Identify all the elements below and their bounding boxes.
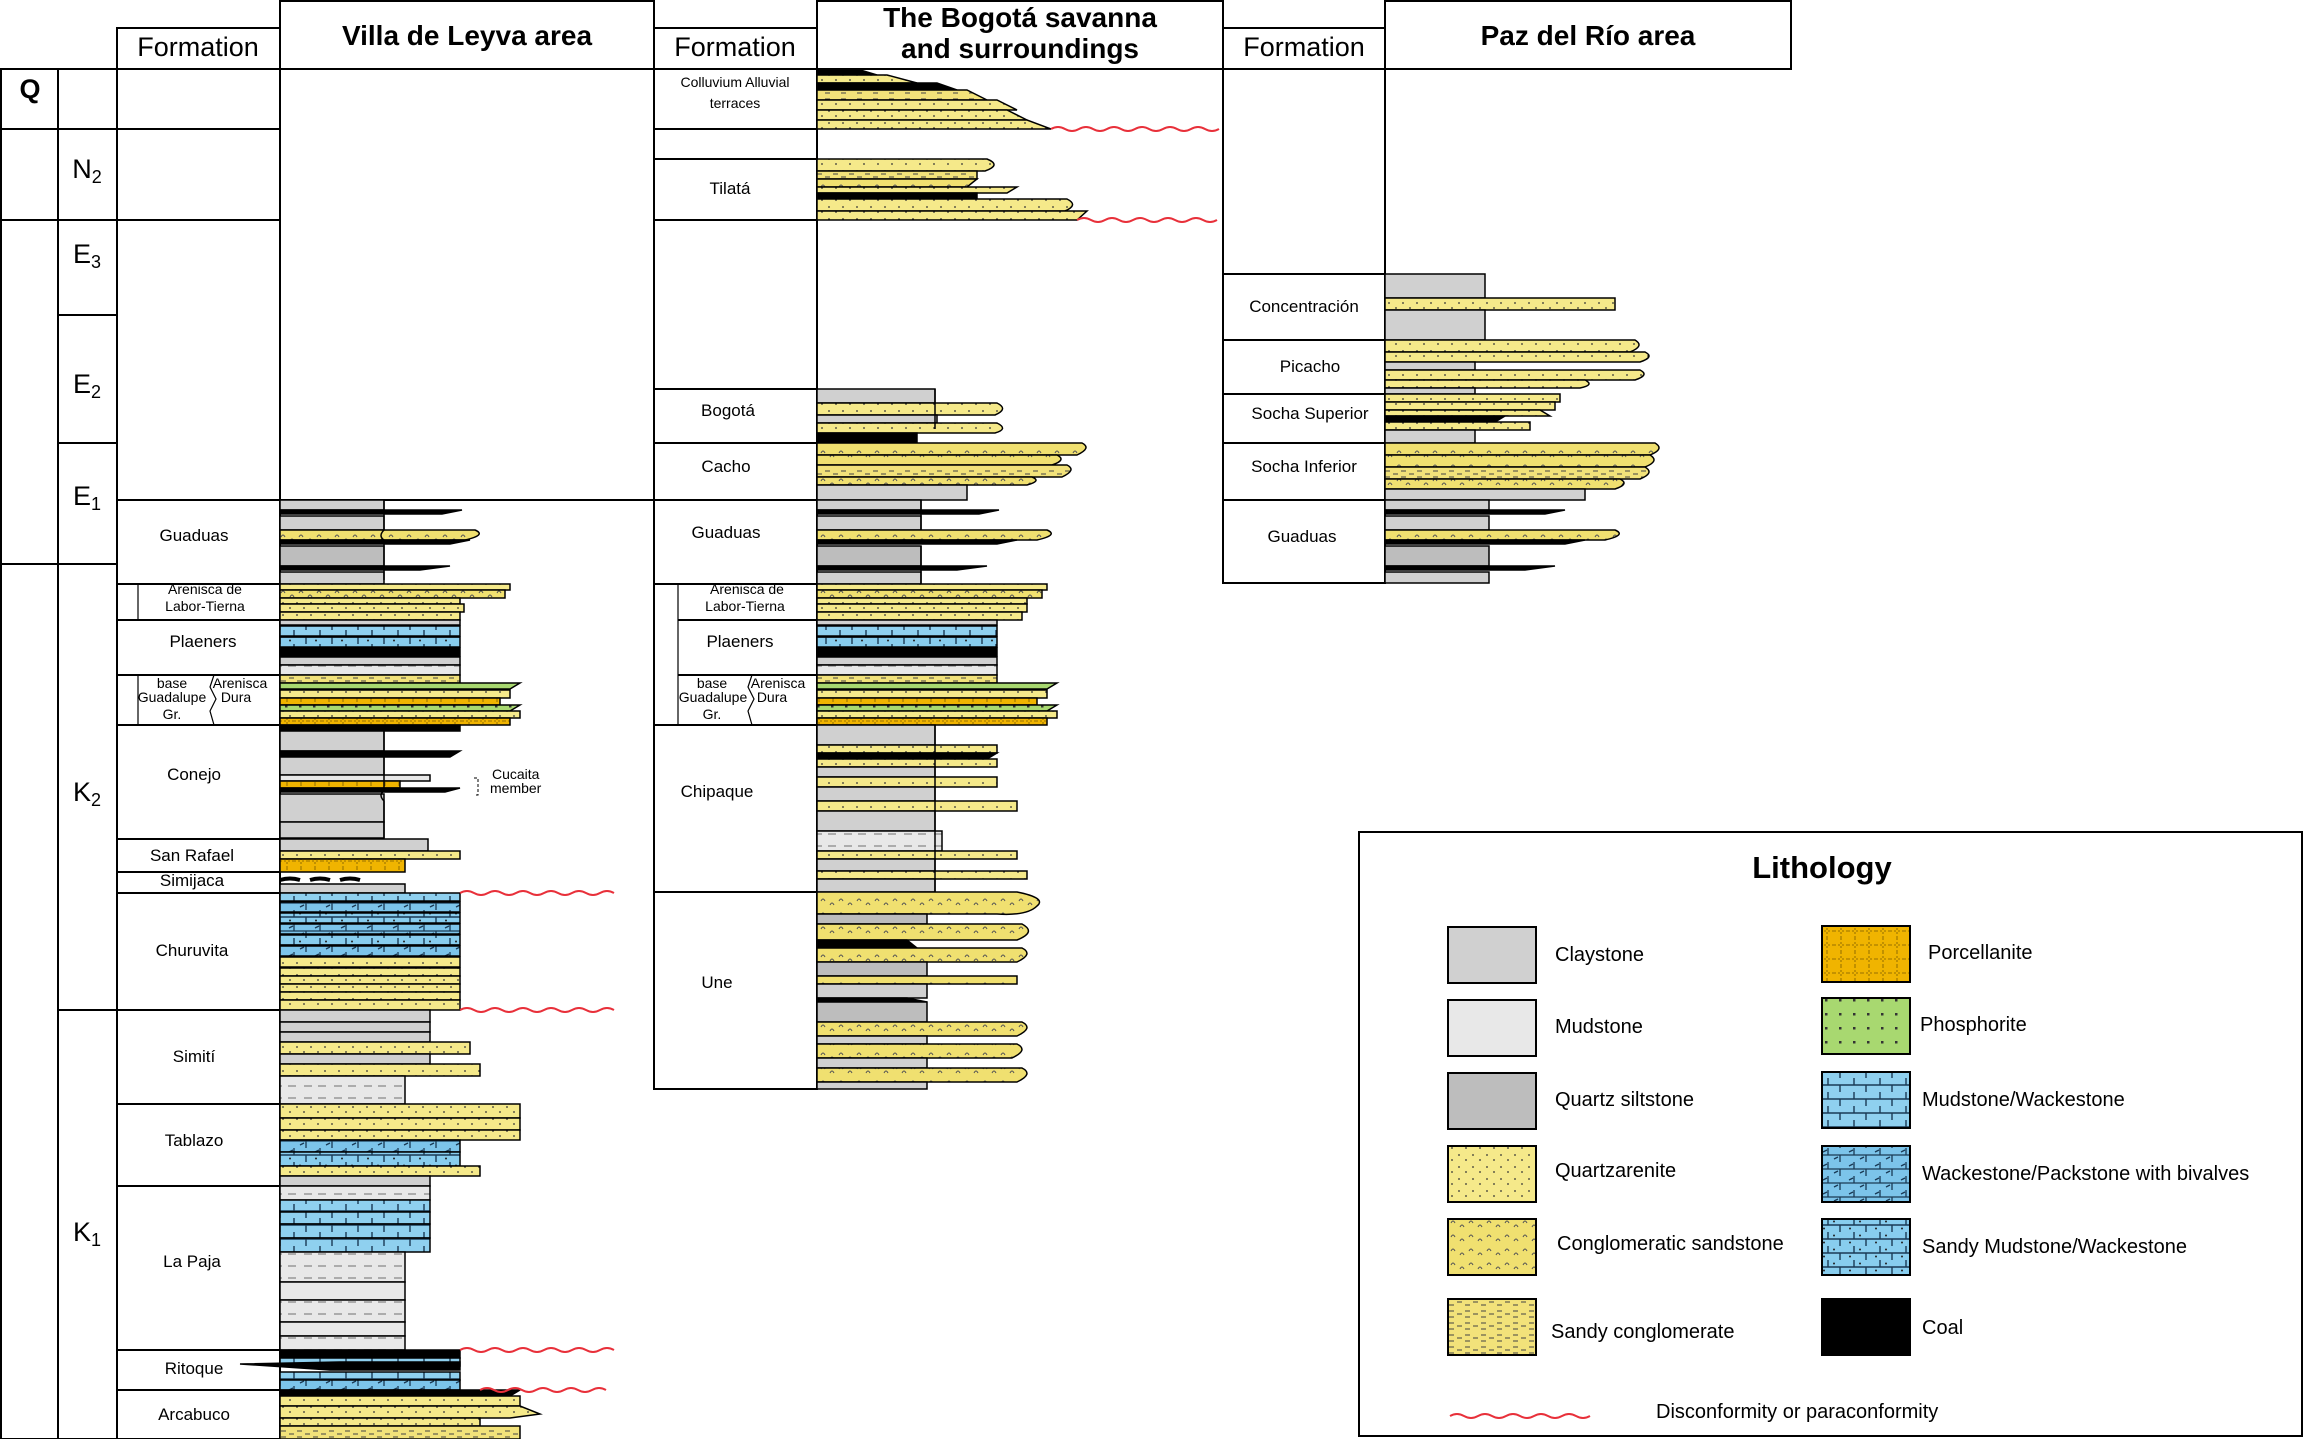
legend-label-claystone: Claystone	[1555, 944, 1644, 966]
legend-swatch-conglomeratic-sandstone	[1447, 1218, 1537, 1276]
villa-la-paja: La Paja	[163, 1252, 221, 1271]
villa-arcabuco: Arcabuco	[158, 1405, 230, 1424]
villa-arenisca-labor-2: Labor-Tierna	[165, 598, 245, 614]
bogota-disconformities	[1050, 126, 1220, 223]
bogota-arenisca-labor-1: Arenisca de	[710, 581, 784, 597]
bogota-guaduas: Guaduas	[692, 523, 761, 542]
legend-swatch-sandy-conglomerate	[1447, 1298, 1537, 1356]
villa-base-3: Gr.	[163, 706, 182, 722]
bogota-bogota: Bogotá	[701, 401, 755, 420]
villa-disconformities	[459, 890, 615, 1393]
bogota-arenisca-labor-2: Labor-Tierna	[705, 598, 785, 614]
age-k1: K1	[73, 1217, 101, 1250]
legend-swatch-quartz-siltstone	[1447, 1072, 1537, 1130]
legend-label-disconformity: Disconformity or paraconformity	[1656, 1401, 1938, 1423]
bogota-une: Une	[701, 973, 732, 992]
legend-label-porcellanite: Porcellanite	[1928, 942, 2033, 964]
villa-cucaita-2: member	[490, 780, 542, 796]
bogota-dura-2: Dura	[757, 689, 788, 705]
villa-simijaca: Simijaca	[160, 871, 225, 890]
paz-guaduas: Guaduas	[1268, 527, 1337, 546]
bogota-tilata: Tilatá	[710, 179, 751, 198]
villa-churuvita: Churuvita	[156, 941, 229, 960]
villa-conejo: Conejo	[167, 765, 221, 784]
legend-swatch-coal	[1821, 1298, 1911, 1356]
age-k2: K2	[73, 777, 101, 810]
paz-formation-header: Formation	[1243, 32, 1365, 62]
villa-base-1: base	[157, 675, 188, 691]
villa-formation-header: Formation	[137, 32, 259, 62]
bogota-colluvium-2: terraces	[710, 95, 761, 111]
bogota-base-1: base	[697, 675, 728, 691]
bogota-lithologic-column	[816, 68, 1089, 1090]
villa-title: Villa de Leyva area	[342, 20, 593, 51]
villa-lithologic-column	[239, 499, 543, 1439]
villa-tablazo: Tablazo	[165, 1131, 224, 1150]
legend-label-conglomeratic-sandstone: Conglomeratic sandstone	[1557, 1233, 1784, 1255]
bogota-chipaque: Chipaque	[681, 782, 754, 801]
paz-title: Paz del Río area	[1481, 20, 1696, 51]
age-e1: E1	[73, 481, 101, 514]
bogota-base-2: Guadalupe	[679, 689, 748, 705]
legend-swatch-mudstone-wackestone	[1821, 1071, 1911, 1129]
legend-swatch-sandy-mudstone-wackestone	[1821, 1218, 1911, 1276]
legend-label-mudstone-wackestone: Mudstone/Wackestone	[1922, 1089, 2125, 1111]
legend-label-quartzarenite: Quartzarenite	[1555, 1160, 1676, 1182]
paz-lithologic-column	[1384, 273, 1660, 584]
paz-socha-inferior: Socha Inferior	[1251, 457, 1357, 476]
legend-label-coal: Coal	[1922, 1317, 1963, 1339]
legend-swatch-porcellanite	[1821, 925, 1911, 983]
villa-dura-1: Arenisca	[213, 675, 268, 691]
legend-swatch-quartzarenite	[1447, 1145, 1537, 1203]
bogota-cacho: Cacho	[701, 457, 750, 476]
paz-concentracion: Concentración	[1249, 297, 1359, 316]
legend-swatch-mudstone	[1447, 999, 1537, 1057]
villa-san-rafael: San Rafael	[150, 846, 234, 865]
legend-title: Lithology	[1752, 850, 1892, 885]
age-n2: N2	[72, 154, 102, 187]
legend-swatch-wackestone-packstone	[1821, 1145, 1911, 1203]
bogota-plaeners: Plaeners	[706, 632, 773, 651]
villa-guaduas: Guaduas	[160, 526, 229, 545]
legend-label-sandy-mudstone-wackestone: Sandy Mudstone/Wackestone	[1922, 1236, 2187, 1258]
age-q: Q	[19, 74, 40, 104]
bogota-base-3: Gr.	[703, 706, 722, 722]
age-e2: E2	[73, 369, 101, 402]
age-e3: E3	[73, 239, 101, 272]
legend-swatch-claystone	[1447, 926, 1537, 984]
paz-socha-superior: Socha Superior	[1251, 404, 1369, 423]
villa-plaeners: Plaeners	[169, 632, 236, 651]
legend-swatch-disconformity	[1449, 1413, 1591, 1419]
villa-ritoque: Ritoque	[165, 1359, 224, 1378]
legend-label-wackestone-packstone: Wackestone/Packstone with bivalves	[1922, 1163, 2249, 1185]
villa-arenisca-labor-1: Arenisca de	[168, 581, 242, 597]
legend-label-sandy-conglomerate: Sandy conglomerate	[1551, 1321, 1734, 1343]
paz-picacho: Picacho	[1280, 357, 1340, 376]
bogota-dura-1: Arenisca	[751, 675, 806, 691]
villa-simiti: Simití	[173, 1047, 216, 1066]
legend-label-phosphorite: Phosphorite	[1920, 1014, 2027, 1036]
legend-label-mudstone: Mudstone	[1555, 1016, 1643, 1038]
bogota-title-line2: and surroundings	[901, 33, 1139, 64]
legend-label-quartz-siltstone: Quartz siltstone	[1555, 1089, 1694, 1111]
villa-cucaita-1: Cucaita	[492, 766, 540, 782]
legend-swatch-phosphorite	[1821, 997, 1911, 1055]
bogota-title-line1: The Bogotá savanna	[883, 2, 1157, 33]
bogota-colluvium-1: Colluvium Alluvial	[681, 74, 790, 90]
villa-base-2: Guadalupe	[138, 689, 207, 705]
bogota-formation-header: Formation	[674, 32, 796, 62]
villa-dura-2: Dura	[221, 689, 252, 705]
